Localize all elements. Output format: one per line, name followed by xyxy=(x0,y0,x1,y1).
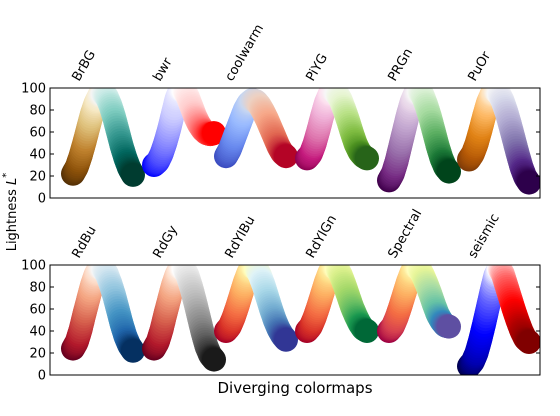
y-tick-label: 0 xyxy=(38,369,46,384)
colormap-series-spectral xyxy=(377,265,461,343)
y-tick-label: 40 xyxy=(29,148,46,163)
top-panel: BrBG bwr coolwarm PiYG PRGn PuOr 0 20 40 60 80 100 xyxy=(21,22,541,207)
data-point xyxy=(517,330,540,354)
colormap-label-rdgy: RdGy xyxy=(150,223,181,261)
data-point xyxy=(274,327,298,352)
bottom-panel-colormap-labels: RdBu RdGy RdYlBu RdYlGn Spectral seismic xyxy=(69,207,502,261)
colormap-label-prgn: PRGn xyxy=(385,46,416,84)
bottom-panel-y-ticks: 0 20 40 60 80 100 xyxy=(21,259,540,384)
y-tick-label: 60 xyxy=(29,303,46,318)
y-tick-label: 0 xyxy=(38,192,46,207)
colormap-label-rdbu: RdBu xyxy=(69,224,99,261)
top-panel-frame xyxy=(49,87,541,199)
data-point xyxy=(517,170,540,195)
colormap-label-bwr: bwr xyxy=(150,55,175,84)
bottom-panel-plot-area xyxy=(61,265,540,375)
colormap-label-rdylgn: RdYlGn xyxy=(303,213,340,261)
data-point xyxy=(121,162,145,187)
data-point xyxy=(202,121,226,146)
colormap-label-spectral: Spectral xyxy=(385,207,425,261)
bottom-panel: RdBu RdGy RdYlBu RdYlGn Spectral seismic 0 20 4… xyxy=(21,207,541,384)
colormap-series-seismic xyxy=(457,265,540,375)
y-tick-label: 80 xyxy=(29,104,46,119)
data-point xyxy=(274,144,298,169)
colormap-label-rdylbu: RdYlBu xyxy=(222,214,258,261)
top-panel-colormap-labels: BrBG bwr coolwarm PiYG PRGn PuOr xyxy=(69,22,494,84)
colormap-label-puor: PuOr xyxy=(465,49,494,84)
colormap-series-rdgy xyxy=(142,265,226,372)
x-axis-label: Diverging colormaps xyxy=(217,379,372,397)
top-panel-y-ticks: 0 20 40 60 80 100 xyxy=(21,82,540,207)
colormap-series-rdbu xyxy=(61,265,145,363)
data-point xyxy=(355,319,379,343)
y-tick-label: 100 xyxy=(21,259,46,274)
colormap-series-coolwarm xyxy=(214,88,298,169)
data-point xyxy=(437,159,461,184)
colormap-series-brbg xyxy=(61,88,145,187)
data-point xyxy=(202,347,226,372)
data-point xyxy=(121,338,145,363)
data-point xyxy=(437,314,461,339)
y-tick-label: 40 xyxy=(29,325,46,340)
colormap-series-piyg xyxy=(295,88,379,171)
y-axis-label: Lightness L* xyxy=(1,173,20,252)
data-point xyxy=(355,146,379,171)
colormap-series-bwr xyxy=(142,88,226,177)
top-panel-plot-area xyxy=(61,88,540,195)
y-tick-label: 20 xyxy=(29,347,46,362)
colormap-series-puor xyxy=(457,88,540,195)
bottom-panel-frame xyxy=(49,264,541,376)
colormap-label-piyg: PiYG xyxy=(303,51,331,84)
y-tick-label: 100 xyxy=(21,82,46,97)
colormap-series-rdylgn xyxy=(295,265,379,343)
y-tick-label: 20 xyxy=(29,170,46,185)
colormap-label-brbg: BrBG xyxy=(69,48,99,84)
y-tick-label: 60 xyxy=(29,126,46,141)
y-tick-label: 80 xyxy=(29,281,46,296)
colormap-label-coolwarm: coolwarm xyxy=(222,22,267,84)
colormap-label-seismic: seismic xyxy=(465,211,502,261)
colormap-series-rdylbu xyxy=(214,265,298,352)
colormap-series-prgn xyxy=(377,88,461,193)
